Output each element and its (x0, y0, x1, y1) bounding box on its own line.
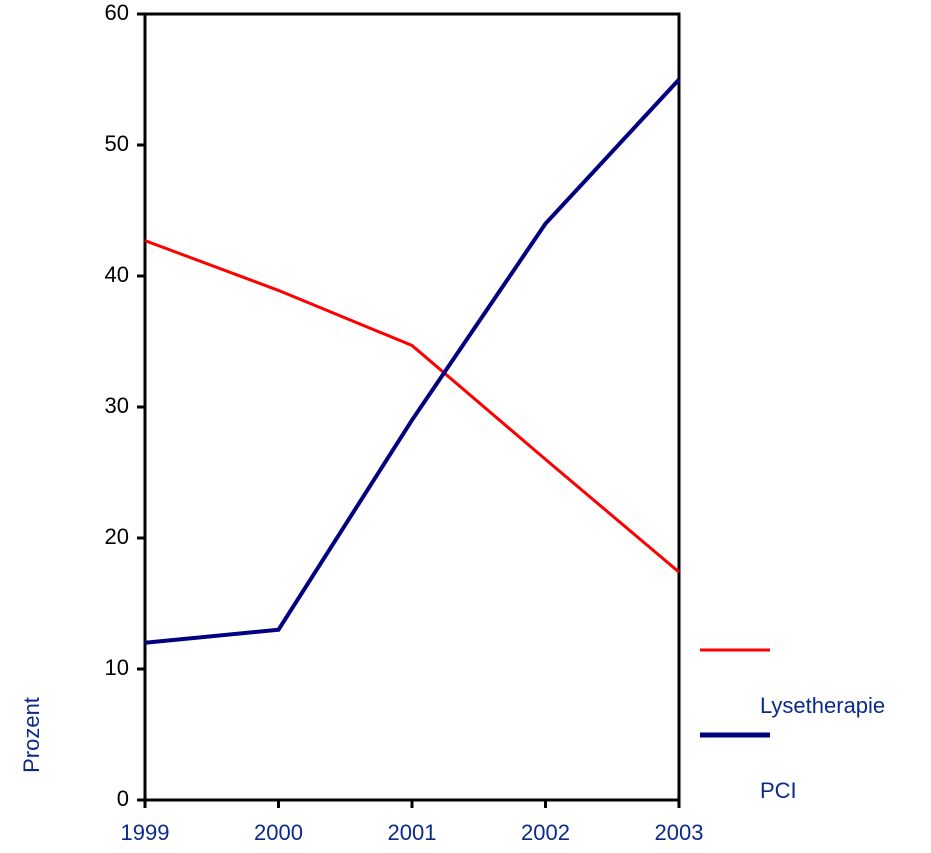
x-tick-label: 2001 (388, 820, 437, 845)
y-tick-label: 20 (105, 524, 129, 549)
x-tick-label: 1999 (121, 820, 170, 845)
series-line (144, 78, 681, 645)
y-tick-label: 30 (105, 393, 129, 418)
x-tick-label: 2000 (254, 820, 303, 845)
y-tick-label: 60 (105, 0, 129, 25)
series-line (144, 239, 680, 574)
plot-frame (143, 12, 681, 802)
y-tick-label: 40 (105, 262, 129, 287)
y-tick-label: 0 (117, 786, 129, 811)
y-axis-label: Prozent (19, 697, 44, 773)
y-tick-label: 50 (105, 131, 129, 156)
legend-label: Lysetherapie (760, 693, 885, 718)
legend-label: PCI (760, 778, 797, 803)
x-tick-label: 2002 (521, 820, 570, 845)
y-tick-label: 10 (105, 655, 129, 680)
x-tick-label: 2003 (655, 820, 704, 845)
